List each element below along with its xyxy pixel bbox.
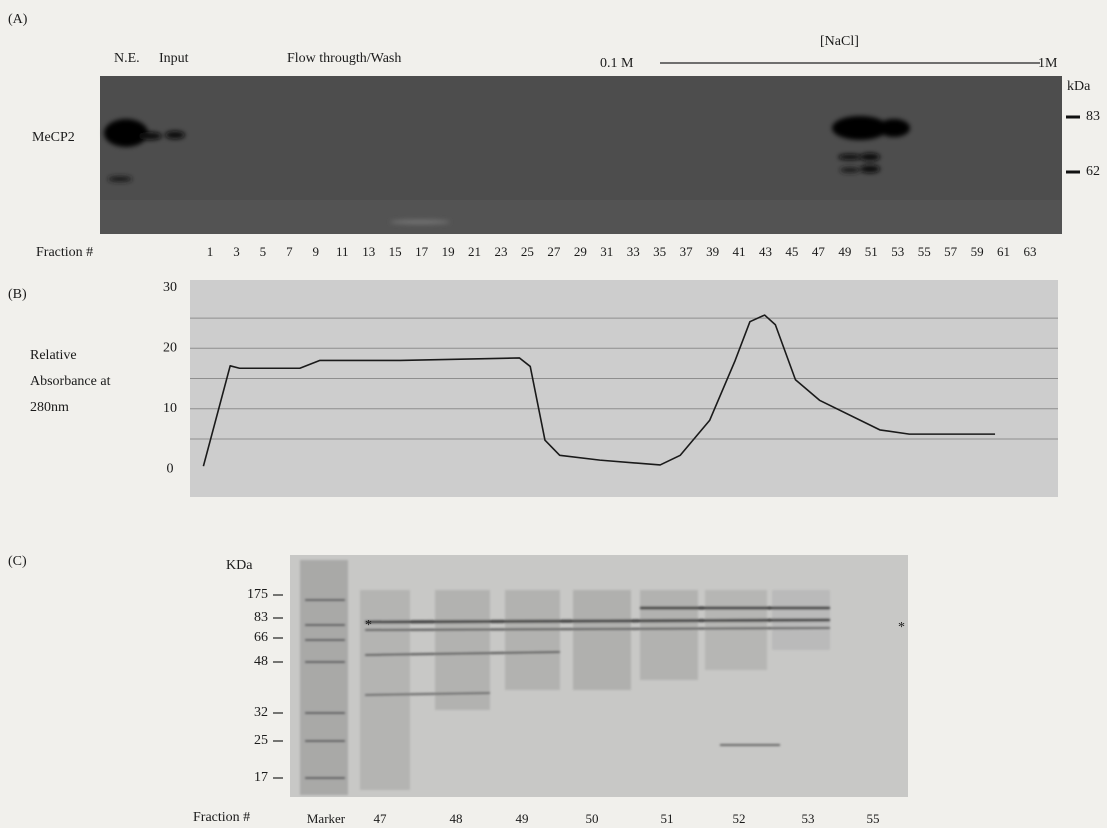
kda-marker: 17 [254, 770, 268, 785]
fraction-label: Fraction # [36, 245, 93, 260]
figure: (A) N.E. Input Flow througth/Wash 0.1 M … [0, 0, 1107, 828]
panel-label: (A) [8, 12, 28, 27]
kda-marker: 48 [254, 654, 268, 669]
fraction-number: 45 [785, 244, 798, 259]
lane-label: 47 [374, 811, 388, 826]
y-label: 280nm [30, 400, 69, 415]
fraction-number: 49 [838, 244, 851, 259]
lane-label: 53 [802, 811, 815, 826]
fraction-number: 51 [865, 244, 878, 259]
gradient-end: 1M [1038, 56, 1058, 71]
lane-label: 49 [516, 811, 529, 826]
fraction-number: 35 [653, 244, 666, 259]
kda-label: kDa [1067, 79, 1091, 94]
fraction-number: 9 [313, 244, 320, 259]
blot-shade [100, 200, 1062, 234]
fraction-number: 33 [627, 244, 640, 259]
kda-marker: 62 [1086, 164, 1100, 179]
marker-labels: 175 83 66 48 32 25 17 [247, 587, 283, 785]
fraction-label: Fraction # [193, 810, 250, 825]
fraction-number: 11 [336, 244, 349, 259]
fraction-number: 17 [415, 244, 429, 259]
fraction-number: 57 [944, 244, 958, 259]
fraction-number: 53 [891, 244, 904, 259]
kda-label: KDa [226, 558, 253, 573]
fraction-number: 3 [233, 244, 240, 259]
kda-marker: 175 [247, 587, 268, 602]
gradient-label: [NaCl] [820, 34, 859, 49]
fraction-number: 29 [574, 244, 587, 259]
panel-label: (B) [8, 287, 27, 302]
fraction-number: 31 [600, 244, 613, 259]
lane-label: N.E. [114, 51, 140, 66]
y-tick-label: 0 [167, 461, 174, 476]
lane-labels: Marker 47 48 49 50 51 52 53 55 [307, 811, 880, 826]
lane-label: 50 [586, 811, 599, 826]
fraction-number: 37 [680, 244, 694, 259]
fraction-number: 21 [468, 244, 481, 259]
y-label: Relative [30, 348, 77, 363]
fraction-number: 63 [1024, 244, 1037, 259]
fraction-number: 19 [442, 244, 455, 259]
plot-area [190, 280, 1058, 497]
panel-label: (C) [8, 554, 27, 569]
lane-label: 52 [733, 811, 746, 826]
kda-marker: 32 [254, 705, 268, 720]
fraction-number: 27 [547, 244, 561, 259]
fraction-number: 61 [997, 244, 1010, 259]
kda-marker: 66 [254, 630, 268, 645]
gradient-start: 0.1 M [600, 56, 634, 71]
band-mark: * [365, 618, 372, 633]
kda-marker: 83 [254, 610, 268, 625]
fraction-number: 39 [706, 244, 719, 259]
fraction-number: 13 [362, 244, 375, 259]
y-tick-label: 30 [163, 280, 177, 295]
lane-label: 51 [661, 811, 674, 826]
fraction-number: 41 [733, 244, 746, 259]
flow-label: Flow througth/Wash [287, 51, 401, 66]
lane-label: 48 [450, 811, 463, 826]
fraction-number: 5 [260, 244, 267, 259]
lane-label: Input [159, 51, 189, 66]
band-mark: * [898, 620, 905, 635]
lane-label: 55 [867, 811, 880, 826]
y-tick-label: 10 [163, 401, 177, 416]
fraction-number: 15 [389, 244, 402, 259]
fraction-number: 55 [918, 244, 931, 259]
fraction-number: 23 [494, 244, 507, 259]
lane-label: Marker [307, 811, 346, 826]
page: {"panel_a": {"label": "(A)", "lane_label… [0, 0, 1107, 828]
fraction-number: 25 [521, 244, 534, 259]
fraction-number: 47 [812, 244, 826, 259]
kda-marker: 25 [254, 733, 268, 748]
fraction-number: 7 [286, 244, 293, 259]
fraction-number: 43 [759, 244, 772, 259]
y-tick-label: 20 [163, 341, 177, 356]
kda-marker: 83 [1086, 109, 1100, 124]
fraction-number: 1 [207, 244, 214, 259]
protein-label: MeCP2 [32, 130, 75, 145]
y-label: Absorbance at [30, 374, 111, 389]
fraction-number: 59 [971, 244, 984, 259]
